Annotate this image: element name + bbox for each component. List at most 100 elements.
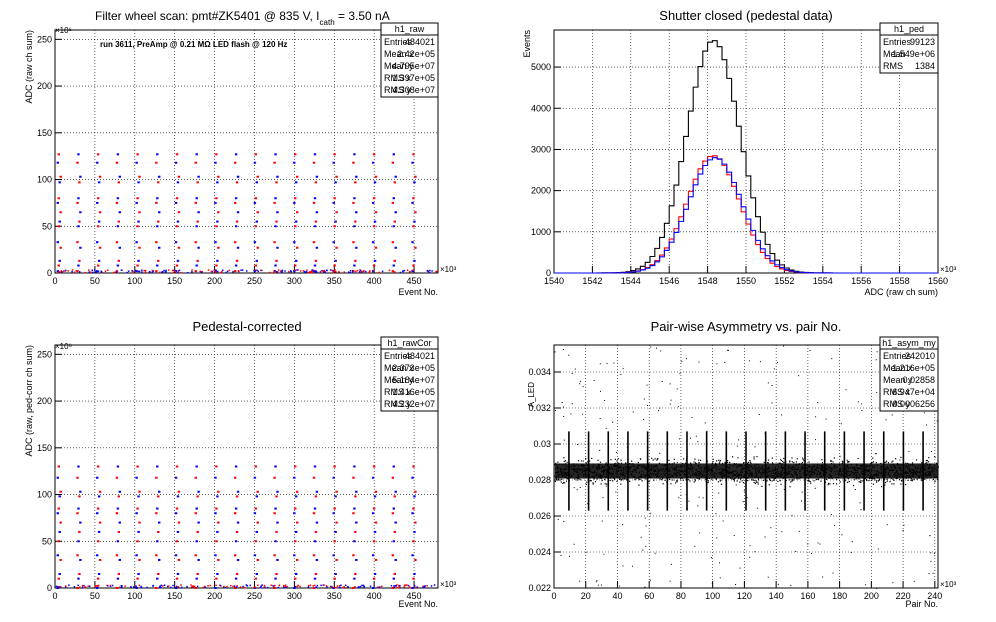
data-point xyxy=(698,462,700,464)
data-point xyxy=(96,577,100,580)
data-point xyxy=(771,402,773,404)
data-point xyxy=(195,577,198,580)
data-point xyxy=(274,540,277,543)
x-axis-ticks: 0 50 100 150 200 250 300 350 400 450 xyxy=(52,581,422,601)
data-point xyxy=(214,512,217,515)
data-point xyxy=(616,460,618,462)
data-point xyxy=(304,271,307,273)
data-point xyxy=(334,572,337,575)
data-point xyxy=(398,586,400,589)
scatter-points xyxy=(55,465,436,589)
data-point xyxy=(567,478,569,480)
data-point xyxy=(254,197,258,200)
data-point xyxy=(293,201,296,204)
data-point xyxy=(176,259,180,262)
data-point xyxy=(236,521,240,524)
data-point xyxy=(592,483,594,485)
data-point xyxy=(174,270,177,273)
data-point xyxy=(216,181,219,184)
data-point xyxy=(789,486,791,488)
data-point xyxy=(557,478,560,480)
data-point xyxy=(617,462,619,464)
data-point xyxy=(761,485,763,488)
data-point xyxy=(59,211,62,214)
stats-box-key: RMS x xyxy=(883,387,911,397)
data-point xyxy=(373,220,377,223)
panel-asymmetry: 0 20 40 60 80 100 120 140 160 180 200 220 240 0.0220… xyxy=(527,319,957,609)
data-point xyxy=(107,585,109,587)
data-point xyxy=(731,478,733,480)
data-point xyxy=(191,269,193,271)
data-point xyxy=(414,246,417,249)
x-tick-label: 350 xyxy=(327,591,342,601)
data-point xyxy=(830,460,832,462)
y-tick-label: 0.034 xyxy=(528,367,551,377)
data-point xyxy=(314,495,318,498)
data-point xyxy=(214,161,217,164)
data-point xyxy=(217,175,220,178)
stats-box-key: Mean x xyxy=(384,363,414,373)
data-point xyxy=(782,460,784,463)
data-point xyxy=(426,270,429,272)
data-point xyxy=(937,460,939,462)
data-point xyxy=(860,509,862,511)
data-point xyxy=(334,181,337,184)
data-point xyxy=(200,271,203,273)
data-point xyxy=(334,495,337,498)
data-point xyxy=(566,461,568,463)
data-point xyxy=(579,486,581,488)
data-point xyxy=(579,580,581,582)
data-point xyxy=(762,479,764,481)
data-point xyxy=(168,585,170,587)
data-point xyxy=(891,461,893,463)
data-point xyxy=(877,480,880,482)
data-point xyxy=(352,512,355,515)
data-point xyxy=(593,380,595,382)
data-point xyxy=(312,161,316,164)
data-point xyxy=(886,478,888,480)
data-point xyxy=(357,586,359,589)
data-point xyxy=(872,483,874,485)
stats-box-key: Entries xyxy=(384,351,413,361)
data-point xyxy=(77,507,80,510)
data-point xyxy=(347,586,349,588)
data-point xyxy=(294,197,297,200)
data-point xyxy=(333,586,336,589)
data-point xyxy=(313,577,317,580)
data-point xyxy=(411,241,414,244)
stats-box-value: 5.184e+07 xyxy=(392,375,435,385)
data-point xyxy=(359,585,362,588)
data-point xyxy=(59,490,62,493)
data-point xyxy=(587,461,589,463)
data-point xyxy=(352,201,355,204)
data-point xyxy=(818,478,820,480)
data-point xyxy=(381,270,384,273)
data-point xyxy=(135,201,138,204)
data-point xyxy=(831,358,833,360)
x-tick-label: 0 xyxy=(52,276,57,286)
data-point xyxy=(151,271,153,274)
y-tick-label: 0.028 xyxy=(528,475,551,485)
data-point xyxy=(669,383,671,385)
x-tick-label: 50 xyxy=(90,276,100,286)
data-point xyxy=(273,554,276,557)
data-point xyxy=(355,490,358,493)
data-point xyxy=(315,270,317,273)
data-point xyxy=(396,586,398,589)
data-point xyxy=(137,572,140,575)
data-point xyxy=(215,269,217,271)
data-point xyxy=(898,478,901,481)
data-point xyxy=(561,402,563,404)
data-point xyxy=(393,586,395,589)
data-point xyxy=(79,521,82,524)
data-point xyxy=(908,450,910,452)
data-point xyxy=(295,220,298,223)
data-point xyxy=(422,586,424,589)
data-point xyxy=(163,584,166,586)
data-point xyxy=(771,462,774,464)
data-point xyxy=(891,414,893,416)
data-point xyxy=(138,558,141,561)
data-point xyxy=(908,470,910,472)
data-point xyxy=(217,246,220,249)
data-point xyxy=(573,487,575,489)
